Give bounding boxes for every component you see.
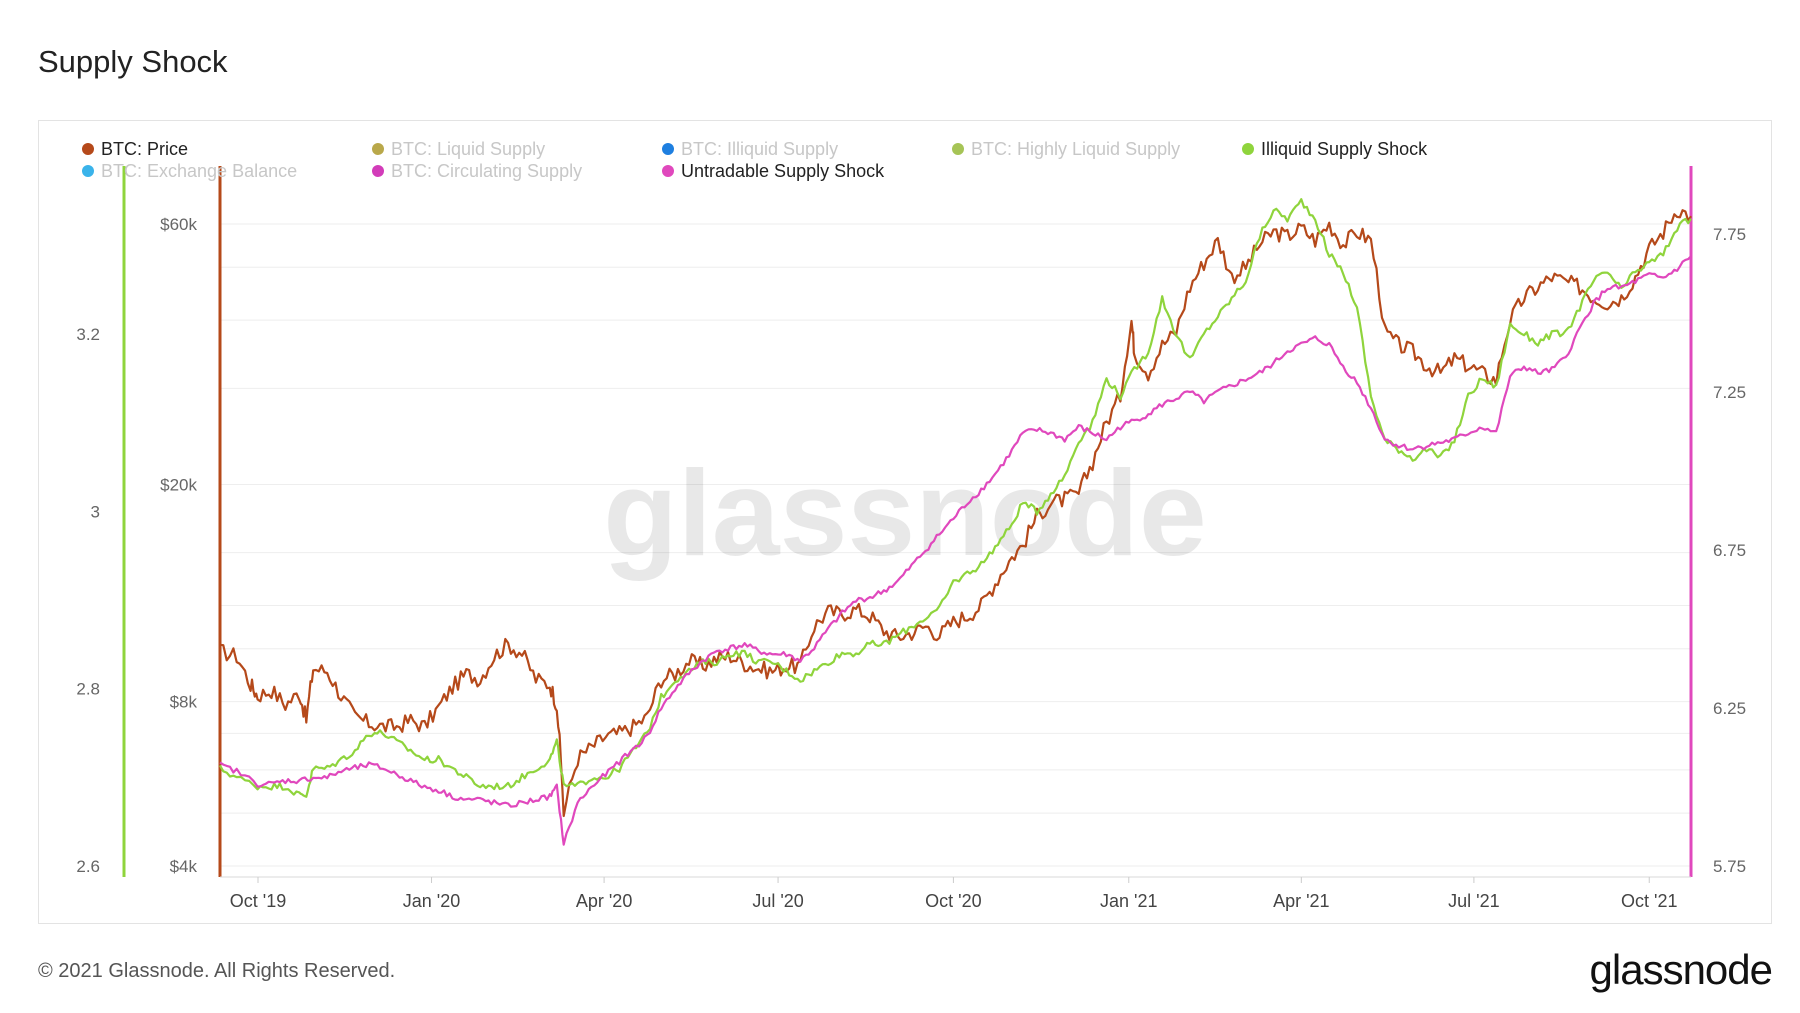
price-tick-label: $4k	[170, 857, 198, 876]
untradable-tick-label: 6.75	[1713, 541, 1746, 560]
legend-label: BTC: Price	[101, 139, 188, 159]
series-line-untradable-supply-shock	[219, 255, 1692, 846]
price-tick-label: $20k	[160, 475, 197, 494]
legend-label: BTC: Illiquid Supply	[681, 139, 838, 159]
legend-item[interactable]: BTC: Exchange Balance	[82, 161, 297, 181]
x-tick-label: Oct '21	[1621, 891, 1677, 911]
illiquid-tick-label: 3.2	[76, 325, 100, 344]
price-tick-label: $60k	[160, 215, 197, 234]
legend-item[interactable]: BTC: Price	[82, 139, 188, 159]
grid	[220, 223, 1691, 867]
legend-dot-icon	[82, 143, 94, 155]
illiquid-tick-label: 3	[91, 502, 100, 521]
legend-item[interactable]: BTC: Illiquid Supply	[662, 139, 838, 159]
watermark-text: glassnode	[603, 445, 1206, 581]
legend-item[interactable]: BTC: Liquid Supply	[372, 139, 545, 159]
legend-label: Untradable Supply Shock	[681, 161, 885, 181]
untradable-tick-label: 6.25	[1713, 699, 1746, 718]
legend-label: BTC: Liquid Supply	[391, 139, 545, 159]
legend-dot-icon	[1242, 143, 1254, 155]
legend-dot-icon	[662, 165, 674, 177]
series-layer	[219, 198, 1692, 846]
legend[interactable]: BTC: Price BTC: Liquid Supply BTC: Illiqui…	[82, 139, 1428, 181]
x-tick-label: Jan '21	[1100, 891, 1157, 911]
legend-item[interactable]: BTC: Circulating Supply	[372, 161, 582, 181]
page-title: Supply Shock	[38, 44, 228, 79]
illiquid-tick-label: 2.8	[76, 680, 100, 699]
glassnode-logo[interactable]: glassnode	[1589, 946, 1773, 993]
copyright-text: © 2021 Glassnode. All Rights Reserved.	[38, 960, 396, 982]
legend-dot-icon	[82, 165, 94, 177]
legend-item[interactable]: Untradable Supply Shock	[662, 161, 885, 181]
legend-label: BTC: Highly Liquid Supply	[971, 139, 1180, 159]
legend-label: BTC: Exchange Balance	[101, 161, 297, 181]
x-tick-label: Jul '20	[752, 891, 803, 911]
legend-dot-icon	[372, 143, 384, 155]
x-tick-label: Oct '19	[230, 891, 286, 911]
untradable-tick-label: 7.75	[1713, 225, 1746, 244]
series-line-btc-price	[219, 209, 1692, 818]
legend-item[interactable]: BTC: Highly Liquid Supply	[952, 139, 1180, 159]
legend-item[interactable]: Illiquid Supply Shock	[1242, 139, 1428, 159]
x-tick-label: Apr '21	[1273, 891, 1329, 911]
x-tick-label: Oct '20	[925, 891, 981, 911]
illiquid-tick-label: 2.6	[76, 857, 100, 876]
x-tick-label: Jul '21	[1448, 891, 1499, 911]
x-tick-label: Jan '20	[403, 891, 460, 911]
price-tick-label: $8k	[170, 693, 198, 712]
legend-dot-icon	[952, 143, 964, 155]
axes: $4k $8k $20k $60k 2.6 2.8 3 3.2 5.75 6.25 6.75 7.25…	[76, 166, 1746, 911]
series-line-illiquid-supply-shock	[219, 198, 1692, 798]
legend-dot-icon	[662, 143, 674, 155]
legend-label: Illiquid Supply Shock	[1261, 139, 1428, 159]
x-tick-label: Apr '20	[576, 891, 632, 911]
untradable-tick-label: 5.75	[1713, 857, 1746, 876]
legend-label: BTC: Circulating Supply	[391, 161, 582, 181]
chart-frame	[38, 120, 1772, 924]
legend-dot-icon	[372, 165, 384, 177]
untradable-tick-label: 7.25	[1713, 383, 1746, 402]
